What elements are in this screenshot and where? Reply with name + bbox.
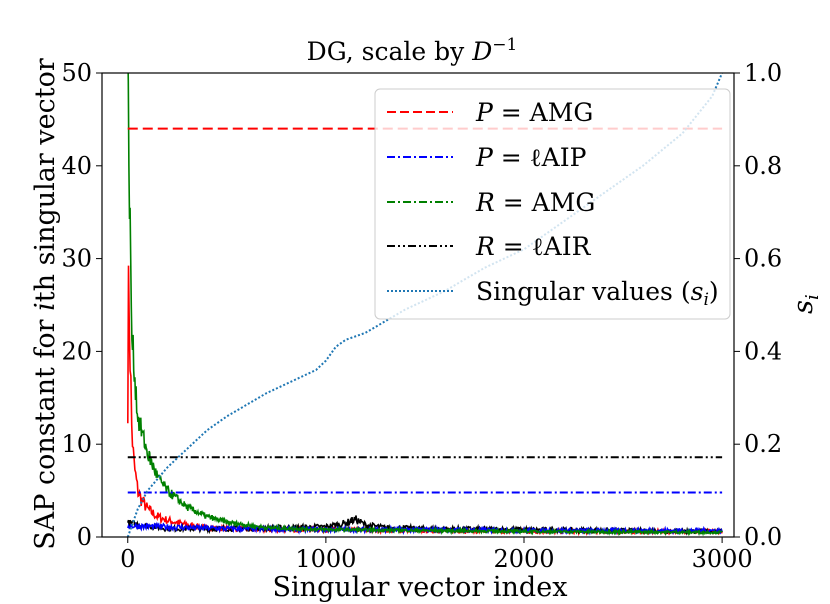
legend-label-r-lair: R = ℓAIR (475, 232, 592, 261)
legend-label-p-laip: P = ℓAIP (475, 143, 586, 172)
x-tick-label: 3000 (692, 545, 753, 573)
y-tick-label: 20 (61, 337, 92, 365)
y2-tick-label: 0.4 (744, 337, 782, 365)
y-tick-label: 30 (61, 245, 92, 273)
y-tick-label: 10 (61, 430, 92, 458)
x-tick-label: 2000 (493, 545, 554, 573)
y-tick-label: 50 (61, 59, 92, 87)
y2-tick-label: 0.8 (744, 152, 782, 180)
legend-label-p-amg: P = AMG (475, 98, 593, 127)
y2-tick-label: 0.6 (744, 245, 782, 273)
legend: P = AMG P = ℓAIP R = AMG R = ℓAIR Singul… (374, 88, 731, 320)
y2-tick-label: 1.0 (744, 59, 782, 87)
y2-tick-label: 0.2 (744, 430, 782, 458)
y2-axis-label: si (788, 294, 823, 314)
y-tick-label: 40 (61, 152, 92, 180)
chart-title: DG, scale by D−1 (307, 35, 518, 66)
legend-label-singular-values: Singular values (si) (476, 277, 719, 310)
y-tick-label: 0 (77, 523, 92, 551)
axes: 0 1000 2000 3000 0 10 20 30 40 50 0.0 0.2 0.4 0.6 0.8 1… (61, 59, 782, 573)
plot-frame (101, 72, 735, 538)
y2-tick-label: 0.0 (744, 523, 782, 551)
series-line-r_amg (127, 73, 723, 537)
x-axis-label: Singular vector index (273, 572, 568, 603)
legend-box (374, 88, 731, 320)
x-tick-label: 1000 (295, 545, 356, 573)
y-axis-label: SAP constant for ith singular vector (30, 58, 61, 550)
x-tick-label: 0 (120, 545, 135, 573)
legend-label-r-amg: R = AMG (475, 188, 595, 217)
